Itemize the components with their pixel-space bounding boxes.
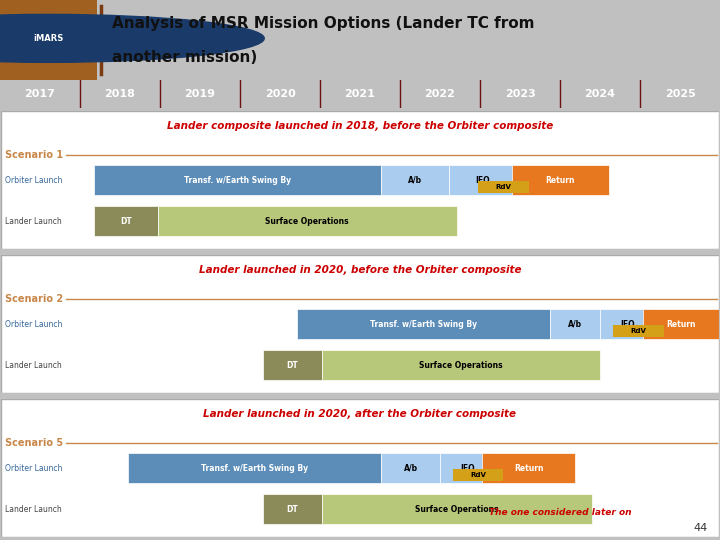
Circle shape — [0, 15, 264, 62]
Bar — [453, 469, 503, 481]
Bar — [381, 453, 440, 483]
Text: Lander launched in 2020, after the Orbiter composite: Lander launched in 2020, after the Orbit… — [204, 409, 516, 419]
Bar — [128, 453, 381, 483]
Text: Lander Launch: Lander Launch — [5, 217, 62, 226]
Text: Lander composite launched in 2018, before the Orbiter composite: Lander composite launched in 2018, befor… — [167, 121, 553, 131]
Bar — [322, 350, 600, 380]
Bar — [263, 494, 322, 524]
Text: Analysis of MSR Mission Options (Lander TC from: Analysis of MSR Mission Options (Lander … — [112, 17, 534, 31]
Bar — [440, 453, 495, 483]
Text: 2017: 2017 — [24, 89, 55, 99]
Text: Transf. w/Earth Swing By: Transf. w/Earth Swing By — [369, 320, 477, 328]
Text: The one considered later on: The one considered later on — [489, 508, 631, 516]
Text: 44: 44 — [693, 523, 708, 532]
Bar — [381, 165, 449, 195]
Text: Lander Launch: Lander Launch — [5, 505, 62, 514]
Text: Return: Return — [546, 176, 575, 185]
Text: Lander launched in 2020, before the Orbiter composite: Lander launched in 2020, before the Orbi… — [199, 265, 521, 275]
Text: RdV: RdV — [470, 472, 486, 478]
Text: Return: Return — [514, 463, 544, 472]
Bar — [600, 309, 655, 339]
Text: Transf. w/Earth Swing By: Transf. w/Earth Swing By — [201, 463, 308, 472]
Text: Orbiter Launch: Orbiter Launch — [5, 463, 63, 472]
Text: iMARS: iMARS — [33, 34, 63, 43]
Bar — [158, 206, 457, 237]
Text: DT: DT — [287, 505, 298, 514]
Text: 2023: 2023 — [505, 89, 536, 99]
Bar — [512, 165, 609, 195]
Text: Scenario 2: Scenario 2 — [5, 294, 63, 304]
Text: IFO: IFO — [475, 176, 490, 185]
Bar — [263, 350, 322, 380]
Text: 2021: 2021 — [345, 89, 375, 99]
Text: A/b: A/b — [403, 463, 418, 472]
Text: Surface Operations: Surface Operations — [266, 217, 349, 226]
Text: A/b: A/b — [408, 176, 422, 185]
Bar — [94, 206, 158, 237]
Bar — [613, 325, 664, 338]
Bar — [449, 165, 516, 195]
Bar — [94, 165, 381, 195]
Text: another mission): another mission) — [112, 50, 257, 65]
Text: DT: DT — [287, 361, 298, 370]
Text: Surface Operations: Surface Operations — [415, 505, 499, 514]
Bar — [0, 0, 97, 80]
Bar — [550, 309, 600, 339]
Text: A/b: A/b — [568, 320, 582, 328]
Text: Return: Return — [666, 320, 696, 328]
Text: RdV: RdV — [631, 328, 647, 334]
Bar — [482, 453, 575, 483]
Text: RdV: RdV — [495, 184, 511, 190]
Text: Orbiter Launch: Orbiter Launch — [5, 176, 63, 185]
Text: Scenario 1: Scenario 1 — [5, 150, 63, 160]
Text: Scenario 5: Scenario 5 — [5, 438, 63, 448]
Text: 2020: 2020 — [265, 89, 295, 99]
Text: Lander Launch: Lander Launch — [5, 361, 62, 370]
Text: 2019: 2019 — [184, 89, 215, 99]
Bar — [322, 494, 592, 524]
Text: IFO: IFO — [460, 463, 475, 472]
Text: Orbiter Launch: Orbiter Launch — [5, 320, 63, 328]
Text: Transf. w/Earth Swing By: Transf. w/Earth Swing By — [184, 176, 291, 185]
Text: 2018: 2018 — [104, 89, 135, 99]
Text: IFO: IFO — [621, 320, 635, 328]
Text: DT: DT — [120, 217, 132, 226]
Text: 2025: 2025 — [665, 89, 696, 99]
Text: 2022: 2022 — [425, 89, 456, 99]
Text: Surface Operations: Surface Operations — [420, 361, 503, 370]
Text: 2024: 2024 — [585, 89, 616, 99]
Bar — [478, 181, 528, 193]
Bar — [297, 309, 550, 339]
Bar — [643, 309, 719, 339]
